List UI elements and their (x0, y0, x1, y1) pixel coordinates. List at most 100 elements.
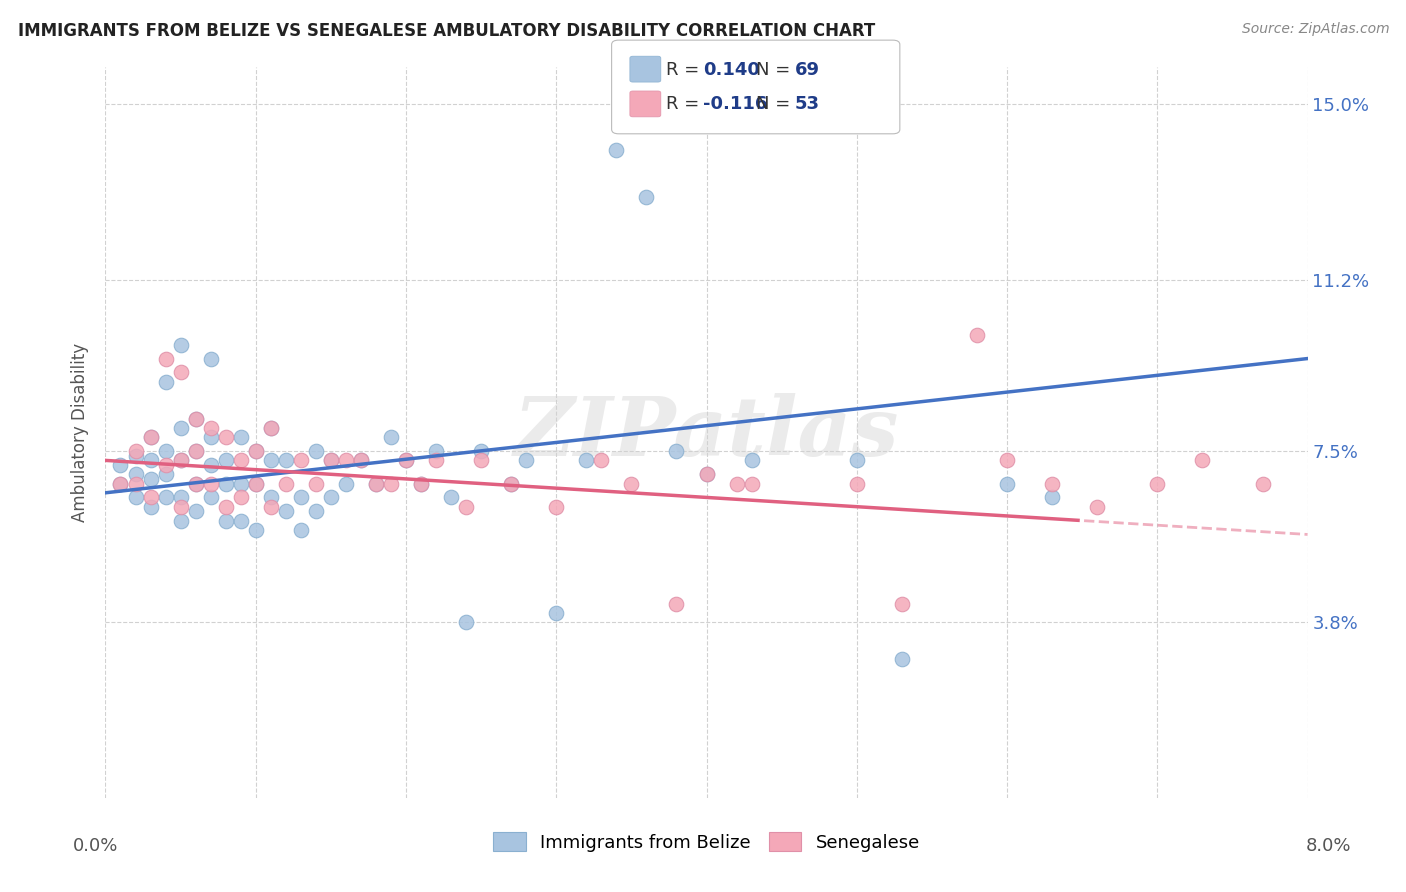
Point (725, 476, 748, 491)
Point (364, 476, 387, 491)
Text: R =: R = (666, 61, 706, 78)
Text: N =: N = (756, 61, 796, 78)
Point (319, 453, 342, 467)
Text: Source: ZipAtlas.com: Source: ZipAtlas.com (1241, 22, 1389, 37)
Point (214, 476, 236, 491)
Point (139, 500, 162, 514)
Point (245, 444, 267, 458)
Point (1146, 476, 1168, 491)
Point (155, 351, 177, 366)
Legend: Immigrants from Belize, Senegalese: Immigrants from Belize, Senegalese (486, 825, 927, 859)
Point (139, 491, 162, 505)
Point (274, 453, 297, 467)
Point (110, 476, 132, 491)
Point (319, 491, 342, 505)
Point (591, 453, 613, 467)
Point (200, 421, 222, 435)
Point (169, 337, 191, 351)
Point (139, 430, 162, 444)
Point (350, 453, 373, 467)
Point (184, 476, 207, 491)
Point (350, 453, 373, 467)
Point (214, 500, 236, 514)
Point (620, 476, 643, 491)
Point (470, 444, 492, 458)
Point (184, 444, 207, 458)
Point (214, 453, 236, 467)
Point (229, 514, 252, 528)
Point (214, 514, 236, 528)
Point (155, 467, 177, 482)
Point (966, 328, 988, 343)
Point (260, 421, 283, 435)
Point (380, 476, 402, 491)
Point (1191, 453, 1213, 467)
Text: R =: R = (666, 95, 706, 113)
Point (409, 476, 432, 491)
Point (665, 444, 688, 458)
Point (169, 491, 191, 505)
Point (380, 430, 402, 444)
Point (395, 453, 418, 467)
Point (665, 597, 688, 611)
Text: -0.116: -0.116 (703, 95, 768, 113)
Point (335, 453, 357, 467)
Point (260, 500, 283, 514)
Point (890, 597, 912, 611)
Point (335, 476, 357, 491)
Point (290, 453, 312, 467)
Text: 0.0%: 0.0% (73, 837, 118, 855)
Point (575, 453, 598, 467)
Point (741, 476, 763, 491)
Point (155, 444, 177, 458)
Point (214, 430, 236, 444)
Point (169, 500, 191, 514)
Point (890, 652, 912, 666)
Point (169, 514, 191, 528)
Point (139, 453, 162, 467)
Point (169, 453, 191, 467)
Point (425, 444, 447, 458)
Point (845, 453, 868, 467)
Point (1040, 476, 1063, 491)
Point (515, 453, 537, 467)
Text: N =: N = (756, 95, 796, 113)
Point (546, 606, 568, 620)
Point (364, 476, 387, 491)
Point (169, 453, 191, 467)
Point (200, 476, 222, 491)
Point (184, 444, 207, 458)
Point (184, 504, 207, 518)
Point (124, 476, 146, 491)
Point (319, 453, 342, 467)
Text: 0.140: 0.140 (703, 61, 759, 78)
Point (124, 467, 146, 482)
Y-axis label: Ambulatory Disability: Ambulatory Disability (72, 343, 90, 522)
Point (155, 491, 177, 505)
Point (546, 500, 568, 514)
Point (260, 421, 283, 435)
Point (184, 476, 207, 491)
Point (501, 476, 523, 491)
Point (995, 476, 1018, 491)
Point (139, 472, 162, 486)
Point (274, 504, 297, 518)
Point (184, 411, 207, 425)
Point (200, 491, 222, 505)
Point (169, 421, 191, 435)
Point (124, 491, 146, 505)
Point (155, 375, 177, 389)
Point (1040, 491, 1063, 505)
Point (741, 453, 763, 467)
Point (169, 366, 191, 380)
Point (290, 523, 312, 537)
Text: 69: 69 (794, 61, 820, 78)
Point (290, 491, 312, 505)
Point (200, 430, 222, 444)
Point (409, 476, 432, 491)
Text: 8.0%: 8.0% (1306, 837, 1351, 855)
Point (260, 491, 283, 505)
Point (110, 476, 132, 491)
Point (456, 500, 478, 514)
Point (845, 476, 868, 491)
